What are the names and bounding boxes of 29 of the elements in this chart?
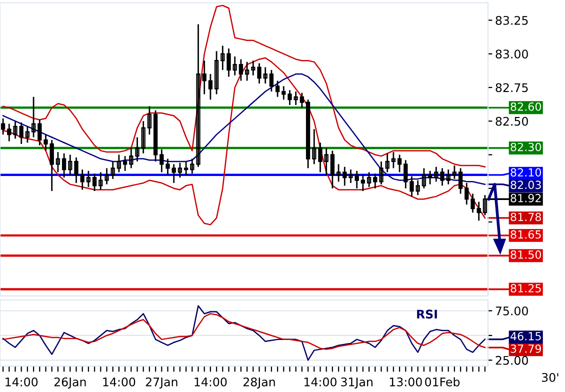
x-tick-label: 27Jan <box>146 377 178 389</box>
ref-line-label: 82.60 <box>510 102 542 111</box>
series-label: RSI <box>417 310 437 319</box>
y-tick-label: 82.75 <box>496 83 528 92</box>
y-tick-label: 83.00 <box>496 50 528 59</box>
data-label: 82.03 <box>510 180 541 190</box>
ref-line-label: 82.30 <box>510 142 542 152</box>
ref-line-label: 81.25 <box>510 284 541 292</box>
x-tick-label: 14:00 <box>194 377 227 386</box>
x-tick-label: 26Jan <box>54 377 86 389</box>
data-label: 37.79 <box>510 344 541 353</box>
ref-line-label: 81.50 <box>510 250 542 259</box>
y-tick-label: 75.00 <box>496 306 528 316</box>
x-tick-label: 28Jan <box>244 377 275 389</box>
y-tick-label: 83.25 <box>496 16 528 25</box>
x-tick-label: 14:00 <box>6 377 38 386</box>
data-label: 46.15 <box>510 332 541 340</box>
ref-line-label: 81.65 <box>510 230 541 239</box>
x-tick-label: 31Jan <box>341 377 372 389</box>
text: 30' <box>542 372 558 382</box>
x-tick-label: 14:00 <box>304 377 336 386</box>
text: 81.92 <box>510 194 541 202</box>
y-tick-label: 82.50 <box>496 116 528 126</box>
data-label: 81.78 <box>510 212 542 222</box>
x-tick-label: 01Feb <box>425 377 460 386</box>
y-tick-label: 25.00 <box>496 356 528 365</box>
x-tick-label: 14:00 <box>103 377 136 386</box>
x-tick-label: 13:00 <box>390 377 422 386</box>
ref-line-label: 82.10 <box>510 168 542 177</box>
